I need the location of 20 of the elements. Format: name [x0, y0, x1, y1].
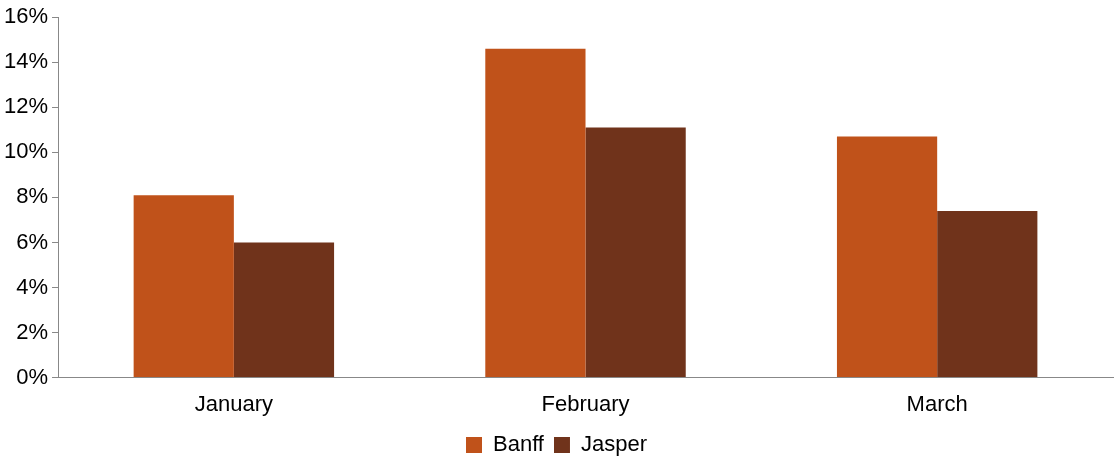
x-tick-label: February	[541, 390, 630, 416]
y-tick-label: 4%	[16, 273, 49, 299]
y-tick-label: 6%	[16, 228, 49, 254]
legend-label: Banff	[493, 431, 545, 457]
y-tick-label: 8%	[16, 183, 49, 209]
y-tick-label: 14%	[3, 48, 49, 74]
y-tick-label: 12%	[3, 93, 49, 119]
bar	[485, 48, 586, 378]
y-tick-label: 2%	[16, 318, 49, 344]
y-tick-label: 10%	[3, 138, 49, 164]
bar	[585, 127, 686, 378]
x-tick-label: January	[194, 390, 273, 416]
bar	[133, 195, 234, 378]
legend-label: Jasper	[580, 431, 648, 457]
bar	[836, 136, 938, 378]
bar	[233, 242, 335, 378]
bar	[937, 210, 1038, 378]
y-tick-label: 0%	[16, 363, 49, 389]
x-tick-label: March	[906, 390, 968, 416]
y-tick-label: 16%	[3, 3, 49, 29]
